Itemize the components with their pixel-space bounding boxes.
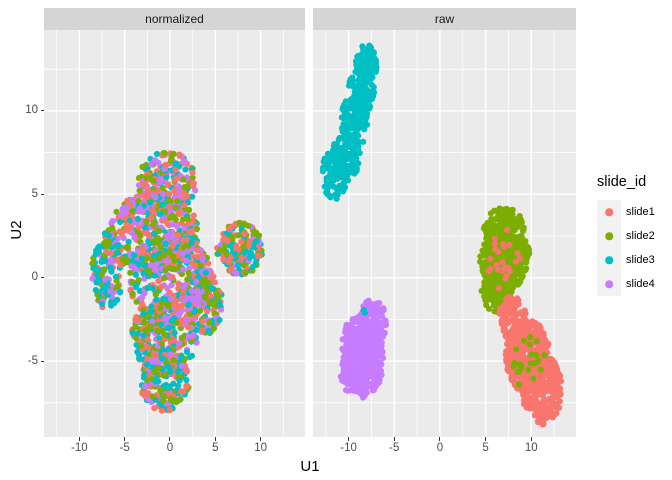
panel-normalized (44, 30, 305, 437)
legend-keys: slide1 slide2 slide3 slide4 (597, 200, 672, 296)
points-normalized (89, 149, 265, 414)
y-tick-label: -5 (27, 354, 38, 367)
legend-entry-label: slide2 (626, 230, 655, 242)
legend-point-icon (605, 208, 613, 216)
legend-key-box (597, 200, 621, 224)
legend-entry-slide4: slide4 (597, 272, 672, 296)
x-tick-mark (348, 437, 350, 441)
x-tick-mark (260, 437, 262, 441)
x-tick-mark (214, 437, 216, 441)
x-tick-label: 10 (254, 441, 267, 454)
x-tick-label: -10 (340, 441, 357, 454)
legend-title: slide_id (597, 174, 647, 190)
legend-point-icon (605, 256, 613, 264)
facet-strip-label: raw (434, 12, 455, 26)
y-tick-mark (40, 110, 44, 112)
legend-entry-label: slide4 (626, 278, 655, 290)
x-tick-label: -10 (71, 441, 88, 454)
x-tick-label: -5 (119, 441, 130, 454)
facet-strip-raw: raw (313, 8, 576, 30)
scatter-canvas-raw (313, 30, 576, 437)
scatter-canvas-normalized (44, 30, 305, 437)
legend-key-box (597, 224, 621, 248)
legend-entry-slide3: slide3 (597, 248, 672, 272)
y-tick-label: 0 (31, 271, 38, 284)
x-tick-label: 0 (166, 441, 174, 454)
panel-raw (313, 30, 576, 437)
y-tick-label: 10 (25, 104, 38, 117)
x-tick-label: 5 (212, 441, 219, 454)
legend: slide_id slide1 slide2 slide3 slide4 (590, 168, 672, 296)
x-tick-mark (485, 437, 487, 441)
facet-strip-label: normalized (145, 12, 204, 26)
y-axis-title: U2 (8, 220, 25, 240)
x-tick-mark (439, 437, 441, 441)
x-tick-mark (124, 437, 126, 441)
points-raw (319, 42, 565, 428)
x-tick-label: 0 (436, 441, 444, 454)
legend-key-box (597, 248, 621, 272)
legend-entry-label: slide3 (626, 254, 655, 266)
y-tick-mark (40, 360, 44, 362)
x-axis-title: U1 (300, 458, 320, 475)
facet-strip-normalized: normalized (44, 8, 305, 30)
legend-point-icon (605, 280, 613, 288)
y-tick-label: 5 (31, 187, 38, 200)
x-tick-mark (169, 437, 171, 441)
legend-entry-label: slide1 (626, 206, 655, 218)
y-tick-mark (40, 277, 44, 279)
legend-entry-slide2: slide2 (597, 224, 672, 248)
legend-key-box (597, 272, 621, 296)
y-tick-mark (40, 193, 44, 195)
x-tick-label: 5 (482, 441, 489, 454)
legend-entry-slide1: slide1 (597, 200, 672, 224)
x-tick-label: 10 (524, 441, 538, 454)
x-tick-mark (530, 437, 532, 441)
legend-point-icon (605, 232, 613, 240)
x-tick-label: -5 (389, 441, 400, 454)
x-tick-mark (393, 437, 395, 441)
x-tick-mark (78, 437, 80, 441)
